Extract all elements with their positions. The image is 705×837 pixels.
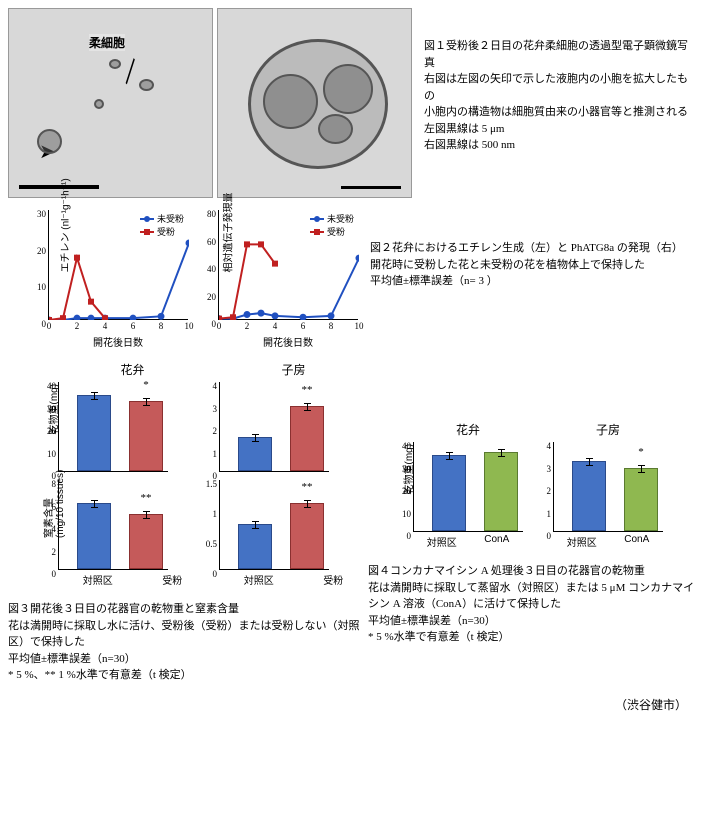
- fig2-left-xlabel: 開花後日数: [48, 334, 188, 349]
- fig2-left-legend: 未受粉 受粉: [140, 212, 184, 238]
- legend-pol: 受粉: [157, 225, 175, 238]
- fig4-cona2: ConA: [624, 534, 649, 549]
- fig1-row: 柔細胞 ╲ ➤ 図１受粉後２日目の花弁柔細胞の透過型電子顕微鏡写真 右図は左図の…: [8, 8, 697, 198]
- em-image-right: [217, 8, 412, 198]
- legend-pol2: 受粉: [327, 225, 345, 238]
- fig4-ovary: 子房 01234* 対照区ConA: [553, 421, 663, 549]
- fig2-row: エチレン (nl⁻¹g⁻¹h⁻¹) 未受粉 受粉 01020300246810 …: [8, 210, 697, 349]
- fig4-petal-title: 花弁: [413, 421, 523, 438]
- fig2-right-ylabel: 相対遺伝子発現量: [220, 192, 235, 272]
- em-cell-label: 柔細胞: [89, 34, 125, 51]
- fig4-cona1: ConA: [484, 534, 509, 549]
- em-image-left: 柔細胞 ╲ ➤: [8, 8, 213, 198]
- legend-unpol2: 未受粉: [327, 212, 354, 225]
- fig4-ctrl2: 対照区: [567, 534, 597, 549]
- fig3-ctrl1: 対照区: [83, 572, 113, 587]
- legend-unpol: 未受粉: [157, 212, 184, 225]
- fig4-ctrl1: 対照区: [427, 534, 457, 549]
- fig2-right-chart: 相対遺伝子発現量 未受粉 受粉 0204060800246810 開花後日数: [218, 210, 358, 349]
- fig4-caption: 図４コンカナマイシン A 処理後３日目の花器官の乾物重 花は満開時に採取して蒸留…: [368, 563, 697, 646]
- fig3-ovary-dry: 子房 01234**: [219, 361, 368, 472]
- fig3-petal-n: 窒素含量 (mg/10 tissues)02468** 対照区受粉: [58, 480, 207, 587]
- fig3-4-row: 花弁 乾物重(mg)010203040* 子房 01234** 窒素含量 (mg…: [8, 361, 697, 684]
- fig3-pol1: 受粉: [162, 572, 182, 587]
- fig1-images: 柔細胞 ╲ ➤: [8, 8, 412, 198]
- fig2-left-chart: エチレン (nl⁻¹g⁻¹h⁻¹) 未受粉 受粉 01020300246810 …: [48, 210, 188, 349]
- fig3-pol2: 受粉: [323, 572, 343, 587]
- fig3-caption: 図３開花後３日目の花器官の乾物重と窒素含量 花は満開時に採取し水に活け、受粉後（…: [8, 601, 368, 684]
- fig3-ctrl2: 対照区: [244, 572, 274, 587]
- fig1-caption: 図１受粉後２日目の花弁柔細胞の透過型電子顕微鏡写真 右図は左図の矢印で示した液胞…: [412, 8, 697, 198]
- fig4-ovary-title: 子房: [553, 421, 663, 438]
- fig3-ovary-n: 00.511.5** 対照区受粉: [219, 480, 368, 587]
- fig3-petal-title: 花弁: [58, 361, 207, 378]
- fig2-right-xlabel: 開花後日数: [218, 334, 358, 349]
- fig3-petal-dry: 花弁 乾物重(mg)010203040*: [58, 361, 207, 472]
- author: （渋谷健市）: [8, 696, 697, 713]
- scale-bar-right: [341, 186, 401, 189]
- fig2-caption: 図２花弁におけるエチレン生成（左）と PhATG8a の発現（右） 開花時に受粉…: [358, 210, 697, 349]
- fig2-left-ylabel: エチレン (nl⁻¹g⁻¹h⁻¹): [57, 178, 72, 272]
- fig4-petal: 花弁 乾物重(mg)010203040 対照区ConA: [413, 421, 523, 549]
- fig3-ovary-title: 子房: [219, 361, 368, 378]
- fig2-right-legend: 未受粉 受粉: [310, 212, 354, 238]
